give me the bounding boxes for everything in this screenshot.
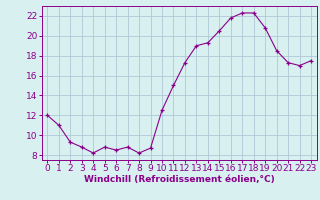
X-axis label: Windchill (Refroidissement éolien,°C): Windchill (Refroidissement éolien,°C) xyxy=(84,175,275,184)
